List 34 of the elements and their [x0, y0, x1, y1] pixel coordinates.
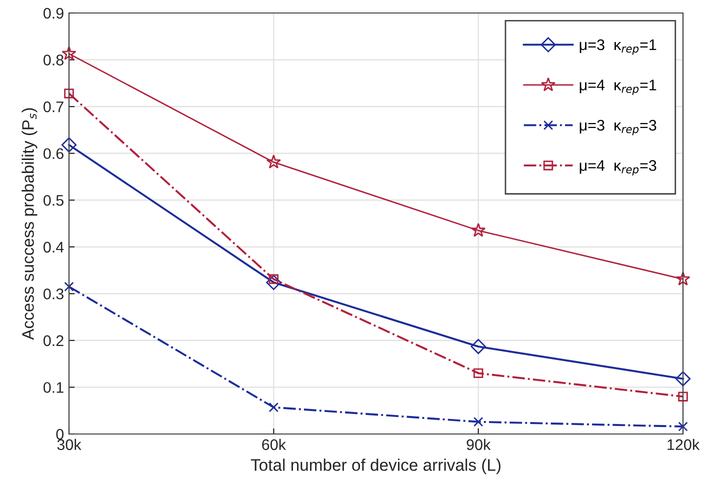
point: [64, 282, 74, 292]
y-tick-label: 0: [56, 428, 64, 440]
point: [266, 154, 281, 169]
x-tick-label: 30k: [57, 438, 82, 450]
point: [470, 338, 486, 354]
point: [266, 274, 282, 290]
y-axis-title: Access success probability (P$_{s}$): [22, 108, 38, 340]
legend-label: μ=3 κ$_{rep}$=1: [580, 39, 656, 55]
point: [64, 88, 74, 98]
y-tick-label: 0.6: [44, 148, 64, 160]
point: [678, 392, 688, 402]
point: [473, 368, 484, 378]
x-tick-label: 90k: [466, 438, 491, 450]
x-tick-label: 60k: [262, 438, 286, 450]
y-tick-label: 0.4: [44, 242, 64, 253]
y-tick-label: 0.2: [44, 335, 64, 346]
point: [678, 422, 688, 432]
point: [675, 371, 691, 386]
legend-label: μ=3 κ$_{rep}$=3: [580, 120, 656, 136]
y-tick-label: 0.3: [44, 288, 64, 300]
point: [676, 272, 690, 286]
y-tick-label: 0.9: [44, 8, 64, 19]
y-tick-label: 0.7: [44, 101, 64, 112]
point: [268, 402, 279, 412]
y-tick-label: 0.5: [44, 194, 64, 206]
x-tick-label: 120k: [668, 438, 700, 450]
point: [473, 416, 484, 427]
point: [471, 222, 486, 237]
point: [62, 46, 76, 60]
legend-label: μ=4 κ$_{rep}$=1: [580, 80, 656, 95]
x-axis-title: Total number of device arrivals (L): [250, 458, 500, 474]
y-tick-label: 0.8: [44, 54, 64, 66]
y-tick-label: 0.1: [44, 382, 64, 393]
legend-label: μ=4 κ$_{rep}$=3: [580, 160, 656, 176]
